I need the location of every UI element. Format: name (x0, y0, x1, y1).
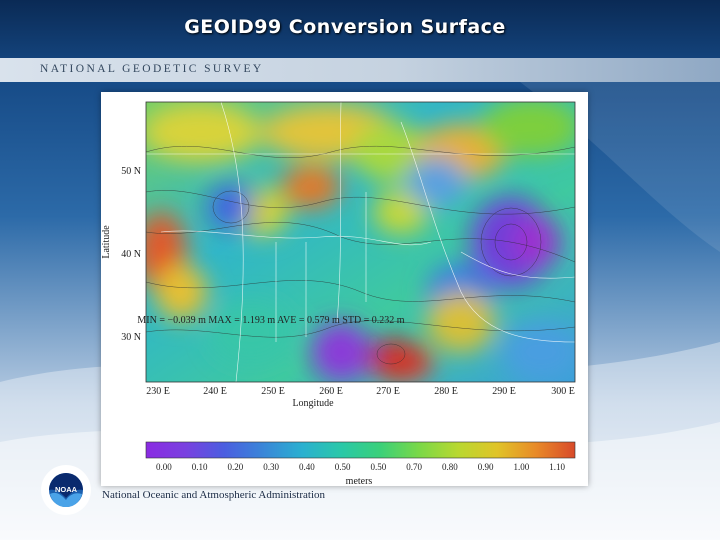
colorbar-tick: 0.30 (263, 462, 279, 472)
colorbar-tick: 0.40 (299, 462, 315, 472)
lon-tick: 260 E (319, 386, 343, 397)
lat-tick: 30 N (121, 332, 141, 343)
lon-tick: 240 E (203, 386, 227, 397)
lon-tick: 230 E (146, 386, 170, 397)
lat-ticks: 50 N 40 N 30 N (121, 166, 141, 343)
colorbar-tick: 0.10 (192, 462, 208, 472)
geoid-figure: Latitude 50 N 40 N 30 N 230 E 240 E 250 … (101, 92, 588, 486)
ylabel: Latitude (101, 225, 112, 259)
agency-band-label: NATIONAL GEODETIC SURVEY (40, 63, 264, 75)
colorbar-tick: 0.70 (406, 462, 422, 472)
colorbar-tick: 0.20 (228, 462, 244, 472)
colorbar-tick: 1.10 (549, 462, 565, 472)
xlabel: Longitude (292, 398, 334, 409)
colorbar-tick: 0.50 (371, 462, 387, 472)
lon-tick: 270 E (376, 386, 400, 397)
slide-title: GEOID99 Conversion Surface (184, 16, 506, 38)
colorbar-unit-label: meters (346, 476, 373, 486)
lon-tick: 300 E (551, 386, 575, 397)
stats-line: MIN = −0.039 m MAX = 1.193 m AVE = 0.579… (137, 315, 405, 326)
colorbar-tick: 0.00 (156, 462, 172, 472)
lat-tick: 50 N (121, 166, 141, 177)
geoid-map-surface (146, 102, 575, 382)
noaa-logo-text: NOAA (55, 485, 78, 494)
geoid-map-svg: Latitude 50 N 40 N 30 N 230 E 240 E 250 … (101, 101, 576, 486)
colorbar-tick: 0.90 (478, 462, 494, 472)
lat-tick: 40 N (121, 249, 141, 260)
colorbar-tick: 0.50 (335, 462, 351, 472)
agency-band: NATIONAL GEODETIC SURVEY (0, 58, 720, 82)
lon-tick: 250 E (261, 386, 285, 397)
colorbar-ramp (145, 441, 576, 459)
lon-ticks: 230 E 240 E 250 E 260 E 270 E 280 E 290 … (146, 386, 575, 397)
colorbar: 0.00 0.10 0.20 0.30 0.40 0.50 0.50 0.70 0.80 0.90… (145, 441, 576, 472)
noaa-logo: NOAA (41, 465, 91, 515)
colorbar-tick: 0.80 (442, 462, 458, 472)
lon-tick: 290 E (492, 386, 516, 397)
colorbar-tick: 1.00 (514, 462, 530, 472)
agency-name: National Oceanic and Atmospheric Adminis… (102, 489, 326, 501)
lon-tick: 280 E (434, 386, 458, 397)
